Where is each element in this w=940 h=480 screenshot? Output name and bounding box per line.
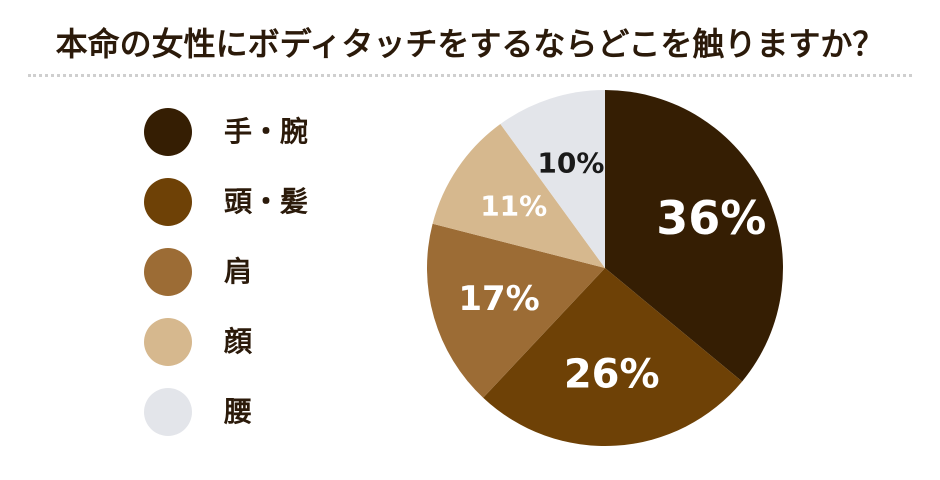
- pie-slice: [500, 90, 605, 268]
- legend-swatch: [144, 108, 192, 156]
- pie-slice-label: 26%: [564, 352, 660, 398]
- legend-swatch: [144, 248, 192, 296]
- legend-swatch: [144, 388, 192, 436]
- pie-slice-label: 11%: [480, 189, 547, 222]
- pie-slice: [605, 90, 783, 382]
- pie-slice: [432, 123, 605, 269]
- pie-slice: [483, 268, 743, 446]
- legend-item-head-hair: 頭・髪: [144, 178, 404, 228]
- legend-label: 頭・髪: [224, 185, 309, 218]
- legend-swatch: [144, 178, 192, 226]
- legend-item-shoulder: 肩: [144, 248, 404, 298]
- legend-label: 腰: [224, 395, 253, 428]
- legend-item-hand-arm: 手・腕: [144, 108, 404, 158]
- pie-slice: [427, 223, 605, 398]
- pie-slice-label: 17%: [458, 279, 539, 319]
- pie-slice-label: 10%: [537, 147, 604, 180]
- legend-item-waist: 腰: [144, 388, 404, 438]
- legend-label: 顔: [224, 325, 253, 358]
- legend-swatch: [144, 318, 192, 366]
- pie-slice-label: 36%: [656, 191, 766, 245]
- legend-label: 手・腕: [224, 115, 309, 148]
- chart-title: 本命の女性にボディタッチをするならどこを触りますか？: [55, 25, 885, 63]
- title-divider: [28, 74, 912, 77]
- legend-label: 肩: [224, 255, 253, 288]
- legend-item-face: 顔: [144, 318, 404, 368]
